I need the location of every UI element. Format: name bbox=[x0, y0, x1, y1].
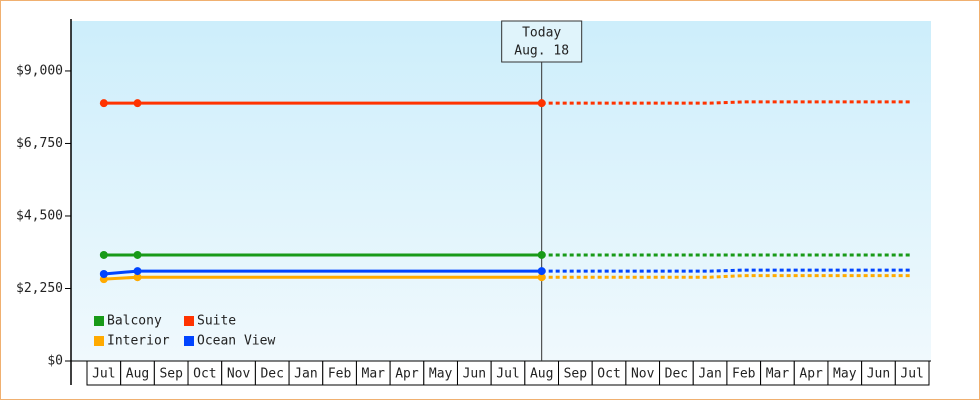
x-tick-label: May bbox=[833, 367, 857, 382]
x-tick-label: Mar bbox=[766, 367, 790, 382]
x-tick-label: Jul bbox=[900, 367, 923, 382]
x-tick-label: Aug bbox=[530, 367, 553, 382]
x-tick-label: Jul bbox=[496, 367, 519, 382]
x-tick-label: Apr bbox=[799, 367, 823, 382]
today-date: Aug. 18 bbox=[514, 44, 569, 59]
today-box bbox=[501, 20, 583, 63]
y-tick-label: $0 bbox=[47, 354, 63, 369]
point bbox=[133, 99, 142, 108]
point bbox=[537, 267, 546, 276]
point bbox=[537, 250, 546, 259]
x-tick-label: Sep bbox=[159, 367, 183, 382]
point bbox=[537, 273, 546, 282]
x-cell bbox=[591, 360, 627, 386]
x-cell bbox=[726, 360, 762, 386]
legend-label: Suite bbox=[197, 314, 236, 329]
x-cell bbox=[827, 360, 863, 386]
x-tick-label: May bbox=[429, 367, 453, 382]
forecast-line bbox=[541, 100, 913, 105]
x-tick-label: Dec bbox=[260, 367, 283, 382]
legend-label: Balcony bbox=[107, 314, 162, 329]
point bbox=[133, 273, 142, 282]
x-cell bbox=[793, 360, 829, 386]
forecast-line bbox=[541, 274, 913, 279]
point bbox=[133, 267, 142, 276]
today-label: Today bbox=[522, 26, 561, 41]
x-cell bbox=[894, 360, 930, 386]
x-tick-label: Feb bbox=[732, 367, 756, 382]
legend-swatch bbox=[184, 316, 194, 326]
x-cell bbox=[692, 360, 728, 386]
x-tick-label: Nov bbox=[631, 367, 655, 382]
forecast-line bbox=[541, 268, 913, 273]
x-tick-label: Sep bbox=[564, 367, 588, 382]
legend-swatch bbox=[94, 336, 104, 346]
x-cell bbox=[490, 360, 526, 386]
point bbox=[537, 99, 546, 108]
point bbox=[99, 250, 108, 259]
plot-background bbox=[71, 21, 931, 361]
history-line bbox=[103, 275, 542, 281]
legend-swatch bbox=[184, 336, 194, 346]
x-cell bbox=[355, 360, 391, 386]
y-tick-label: $2,250 bbox=[16, 281, 63, 296]
point bbox=[133, 250, 142, 259]
x-tick-label: Apr bbox=[395, 367, 419, 382]
x-tick-label: Oct bbox=[597, 367, 620, 382]
point bbox=[99, 99, 108, 108]
y-tick-label: $9,000 bbox=[16, 63, 63, 78]
y-tick-label: $4,500 bbox=[16, 208, 63, 223]
x-tick-label: Dec bbox=[665, 367, 688, 382]
x-tick-label: Aug bbox=[126, 367, 149, 382]
x-tick-label: Nov bbox=[227, 367, 251, 382]
point bbox=[99, 269, 108, 278]
x-tick-label: Mar bbox=[362, 367, 386, 382]
x-tick-label: Feb bbox=[328, 367, 352, 382]
x-tick-label: Jul bbox=[92, 367, 115, 382]
x-tick-label: Oct bbox=[193, 367, 216, 382]
x-tick-label: Jan bbox=[294, 367, 317, 382]
x-cell bbox=[659, 360, 694, 386]
legend-label: Ocean View bbox=[197, 334, 275, 349]
history-line bbox=[103, 269, 542, 276]
legend-swatch bbox=[94, 316, 104, 326]
x-tick-label: Jun bbox=[867, 367, 890, 382]
y-tick-label: $6,750 bbox=[16, 136, 63, 151]
x-tick-label: Jan bbox=[698, 367, 721, 382]
x-tick-label: Jun bbox=[463, 367, 486, 382]
x-cell bbox=[558, 360, 593, 386]
legend-label: Interior bbox=[107, 334, 170, 349]
